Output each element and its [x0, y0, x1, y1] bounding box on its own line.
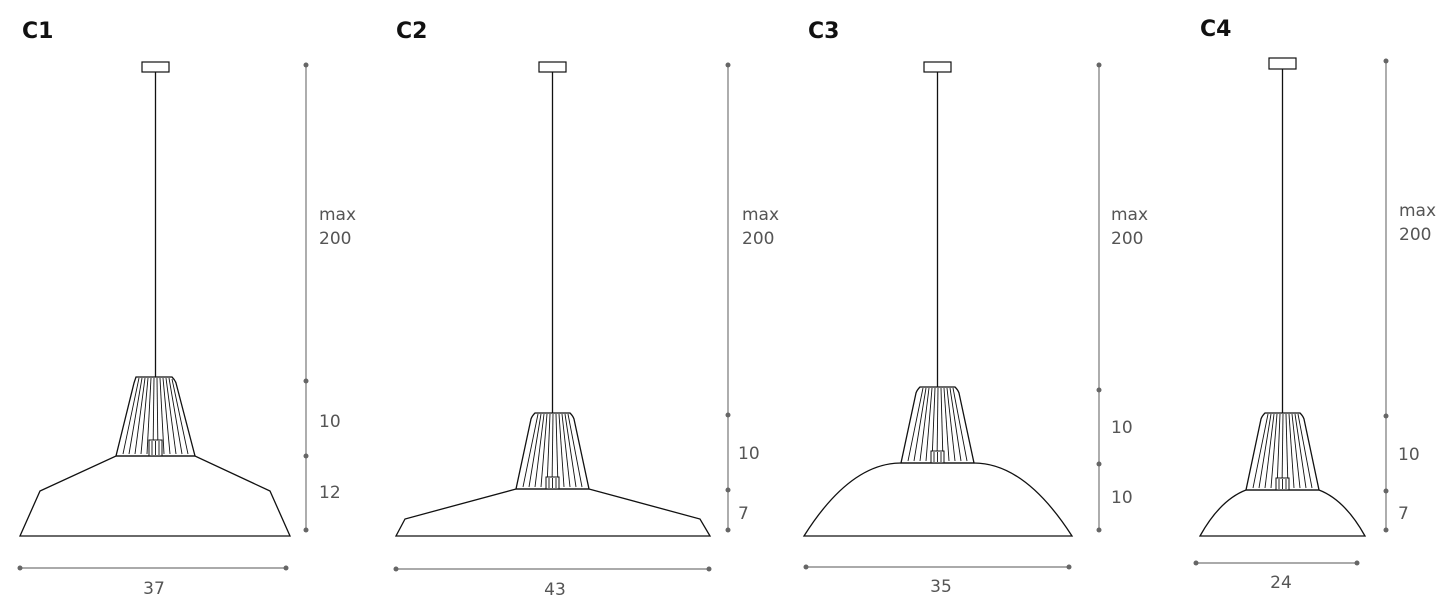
lamp-c1-ceiling-cap [141, 61, 170, 73]
lamp-c3: C3 [802, 19, 1148, 597]
lamp-c4-height-dimension [1383, 58, 1389, 533]
lamp-c2-title: C2 [396, 19, 427, 44]
lamp-c4-cone-height: 10 [1398, 445, 1420, 465]
lamp-c4-width-dimension [1193, 560, 1360, 566]
lamp-c3-cone-height: 10 [1111, 418, 1133, 438]
lamp-c2-max-label: max [742, 205, 779, 225]
lamp-c2: C2 [393, 19, 779, 597]
lamp-c3-cable-height: 200 [1111, 229, 1143, 249]
lamp-c1-cone [115, 376, 196, 457]
lamp-c4: C4 [1193, 17, 1436, 593]
lamp-c1-title: C1 [22, 19, 53, 44]
lamp-c1-height-dimension [303, 62, 309, 533]
lamp-c3-width: 35 [930, 577, 952, 597]
lamp-c4-shade [1198, 489, 1367, 537]
lamp-c4-max-label: max [1399, 201, 1436, 221]
lamp-c4-width: 24 [1270, 573, 1292, 593]
lamp-c3-width-dimension [803, 564, 1072, 570]
lamp-c2-cable-height: 200 [742, 229, 774, 249]
lamp-c1-max-label: max [319, 205, 356, 225]
lamp-c4-shade-height: 7 [1398, 504, 1409, 524]
lamp-c2-cone [515, 412, 590, 490]
lamp-c2-width: 43 [544, 580, 566, 597]
lamp-c3-height-dimension [1096, 62, 1102, 533]
lamp-c2-cone-height: 10 [738, 444, 760, 464]
lamp-c1-cone-height: 10 [319, 412, 341, 432]
lamp-c3-shade-height: 10 [1111, 488, 1133, 508]
lamp-c1-shade [18, 455, 292, 537]
lamp-c1-cable-height: 200 [319, 229, 351, 249]
lamp-c2-ceiling-cap [538, 61, 567, 73]
lamp-c3-shade [802, 462, 1074, 537]
lamp-c2-shade [394, 488, 712, 537]
lamp-c1-width: 37 [143, 579, 165, 597]
lamp-c2-shade-height: 7 [738, 504, 749, 524]
lamp-c1-shade-height: 12 [319, 483, 341, 503]
lamp-c2-height-dimension [725, 62, 731, 533]
lamp-c4-ceiling-cap [1268, 57, 1297, 70]
lamp-c3-ceiling-cap [923, 61, 952, 73]
lamp-c3-title: C3 [808, 19, 839, 44]
lamp-c3-cone [900, 386, 975, 464]
lamp-c1-width-dimension [17, 565, 289, 571]
lamp-c2-width-dimension [393, 566, 712, 572]
lamp-c4-cone [1245, 412, 1320, 491]
lamp-c4-title: C4 [1200, 17, 1231, 42]
lamp-c3-max-label: max [1111, 205, 1148, 225]
lamp-c4-cable-height: 200 [1399, 225, 1431, 245]
lamp-c1: C1 [17, 19, 356, 597]
